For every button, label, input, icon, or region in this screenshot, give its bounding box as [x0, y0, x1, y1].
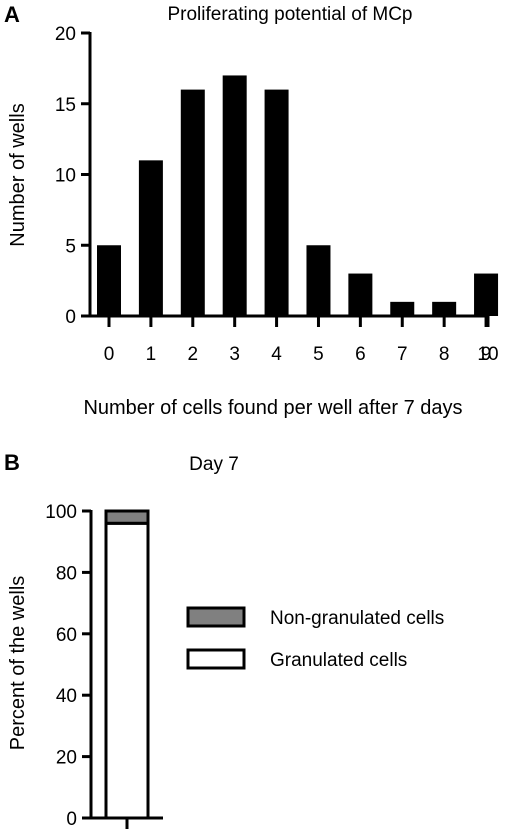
chart-b-y-tick-label: 40 [56, 686, 77, 707]
chart-a-bar-9 [474, 273, 499, 316]
chart-b: B Day 7 Percent of the wells 0 20 40 60 80 10… [4, 450, 444, 830]
chart-b-legend: Non-granulated cells Granulated cells [186, 606, 444, 671]
chart-a-bar-5 [306, 245, 331, 316]
chart-b-axes: 0 20 40 60 80 100 [45, 502, 163, 830]
chart-a-title: Proliferating potential of MCp [167, 4, 412, 25]
chart-a-bars [97, 75, 499, 316]
chart-a-y-tick-label: 20 [55, 24, 76, 45]
chart-a-x-tick-label: 2 [188, 344, 199, 365]
chart-a-bar-6 [348, 273, 373, 316]
chart-b-bar-segment-1 [104, 509, 150, 525]
chart-a-x-tick-label: 8 [439, 344, 450, 365]
chart-a-x-tick-label: 9 [481, 344, 492, 365]
chart-b-bars [104, 509, 150, 820]
chart-a-x-tick-label: 1 [146, 344, 157, 365]
chart-b-y-tick-label: 80 [56, 563, 77, 584]
panel-a-label: A [4, 2, 20, 27]
chart-b-y-axis-label: Percent of the wells [7, 576, 29, 751]
chart-a: A Proliferating potential of MCp Number … [4, 2, 499, 419]
chart-a-x-tick-label: 7 [397, 344, 408, 365]
chart-a-y-axis-label: Number of wells [7, 103, 29, 246]
chart-a-bar-8 [432, 301, 457, 316]
chart-a-x-tick-label: 5 [313, 344, 324, 365]
chart-a-y-tick-label: 5 [65, 236, 76, 257]
chart-a-x-axis-label: Number of cells found per well after 7 d… [83, 397, 462, 419]
chart-b-y-tick-label: 100 [45, 502, 77, 523]
chart-b-legend-swatch-1 [186, 648, 246, 670]
chart-b-bar-segment-0 [104, 521, 150, 820]
chart-a-bar-1 [138, 160, 163, 316]
chart-b-legend-label-1: Granulated cells [270, 650, 407, 671]
chart-a-y-tick-label: 15 [55, 95, 76, 116]
panel-b-label: B [4, 450, 20, 475]
chart-b-title: Day 7 [189, 454, 239, 475]
chart-a-bar-4 [264, 89, 289, 316]
chart-a-x-tick-label: 3 [229, 344, 240, 365]
chart-a-x-tick-label: 10 [477, 344, 498, 365]
chart-b-legend-label-0: Non-granulated cells [270, 608, 444, 629]
chart-b-y-tick-label: 20 [56, 748, 77, 769]
chart-a-bar-0 [97, 245, 121, 316]
chart-b-y-tick-label: 0 [66, 809, 77, 830]
chart-a-x-tick-label: 6 [355, 344, 366, 365]
chart-a-bar-2 [180, 89, 205, 316]
chart-a-x-tick-label: 4 [271, 344, 282, 365]
chart-a-x-tick-label: 0 [104, 344, 115, 365]
chart-a-bar-7 [390, 301, 415, 316]
chart-a-y-tick-label: 10 [55, 166, 76, 187]
chart-b-y-tick-label: 60 [56, 625, 77, 646]
chart-b-legend-swatch-0 [186, 606, 246, 628]
chart-a-y-tick-label: 0 [65, 307, 76, 328]
chart-a-bar-3 [222, 75, 247, 316]
